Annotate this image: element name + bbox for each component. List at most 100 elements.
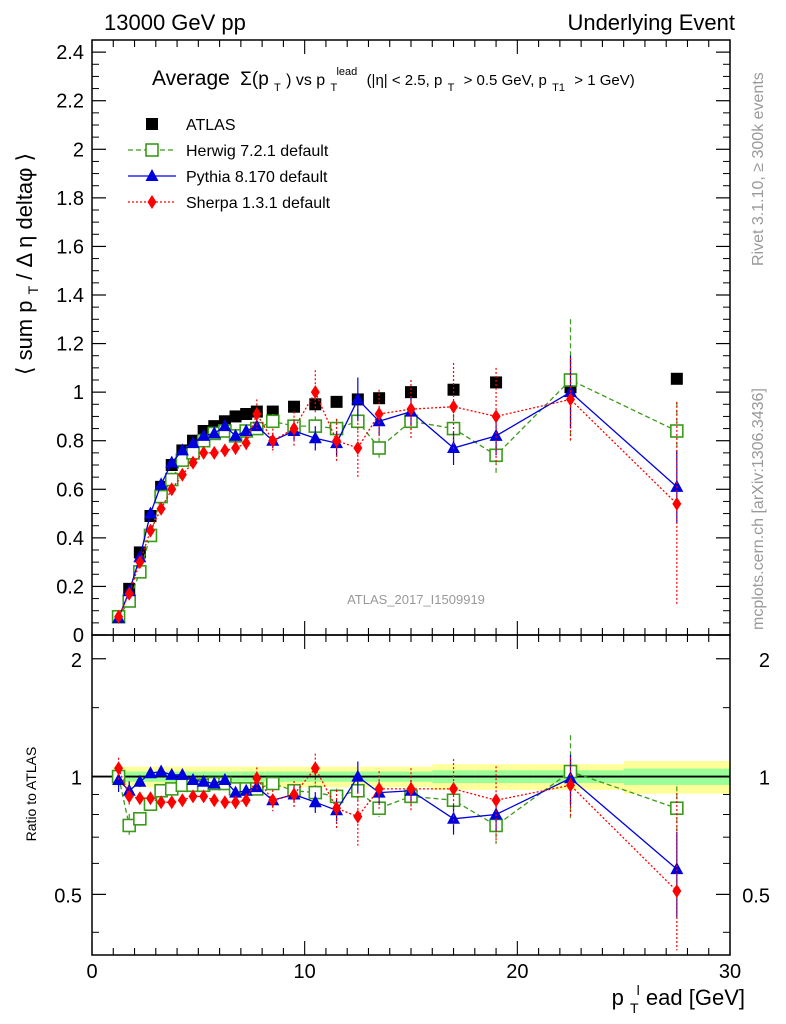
title-cuts-c: > 1 GeV) [574,72,634,89]
data-point [374,407,384,421]
y-label-sub: T [25,285,41,294]
ratio-point [265,776,280,791]
y-tick-label: 1.2 [56,334,84,356]
ratio-point [114,761,124,776]
ratio-series-3 [114,753,682,951]
data-point [143,506,157,519]
ratio-point [231,795,241,810]
ratio-point [351,769,365,782]
ratio-tick-label-right: 0.5 [742,885,770,907]
y-tick-label: 0.4 [56,528,84,550]
side-rivet-label: Rivet 3.1.10, ≥ 300k events [750,72,767,266]
data-point [351,392,365,405]
title-cuts-b: > 0.5 GeV, p [464,72,547,89]
ratio-point [268,793,278,808]
data-point [240,408,253,420]
ratio-point [449,781,459,796]
ratio-point [289,787,299,802]
data-point [229,428,243,441]
x-label-rest: ead [GeV] [646,985,745,1010]
y-tick-label: 1 [73,382,84,404]
data-point [491,409,501,424]
ratio-point [167,795,177,810]
legend: ATLAS Herwig 7.2.1 default Pythia 8.170 de… [128,117,331,212]
data-point [231,441,241,455]
data-point [289,421,299,436]
x-tick-label: 10 [294,961,316,983]
data-point [406,402,416,417]
data-point [372,441,386,455]
ratio-point [374,781,384,796]
data-point [114,609,124,624]
data-point [332,433,342,448]
ratio-point [197,774,211,787]
ratio-point [124,789,134,804]
title-sup-lead: lead [336,66,357,78]
legend-marker [146,118,158,130]
ratio-point [308,795,322,808]
title-sub-t1: T1 [552,82,565,94]
ratio-point [209,793,219,808]
ratio-point [670,862,684,875]
data-point [165,455,179,468]
main-y-label: ⟨ sum p T / Δ η deltaφ ⟩ [12,153,43,375]
x-label-sub: T [630,1000,639,1016]
data-point [489,428,503,441]
series-0 [112,372,683,623]
ratio-point [133,811,147,826]
main-plot: 0 0.2 0.4 0.6 0.8 1 1.2 1.4 1.6 1.8 2 2.2 2.4 [56,39,731,647]
analysis-id: ATLAS_2017_I1509919 [347,592,485,607]
data-point [330,395,343,408]
y-tick-label: 1.8 [56,188,84,210]
data-point [218,419,232,432]
ratio-point [250,780,264,793]
legend-label: Sherpa 1.3.1 default [186,195,331,212]
ratio-point [241,793,251,808]
ratio-point [670,801,684,816]
series-2 [112,355,684,623]
legend-marker [147,195,157,209]
x-label-sup: l [637,982,640,998]
data-point [177,467,187,482]
title-sub1: T [274,82,281,94]
ratio-axis-ticks: 0.5 0.51 12 20 10 20 30 [54,635,770,983]
main-axis-ticks: 0 0.2 0.4 0.6 0.8 1 1.2 1.4 1.6 1.8 2 2.2 2.4 [56,39,731,647]
data-point [353,441,363,455]
ratio-point [156,795,166,810]
ratio-series-layer [111,735,684,951]
data-point [566,392,575,407]
legend-label: Pythia 8.170 default [186,169,328,186]
ratio-tick-label: 0.5 [54,885,82,907]
title-after-sigma: ) vs p [286,72,325,89]
data-point [672,496,682,511]
ratio-plot: 0.5 0.51 12 20 10 20 30 [54,634,770,983]
title-cuts-a: (|η| < 2.5, p [367,72,443,89]
series-1 [111,319,684,624]
data-point [156,501,166,516]
data-point [124,586,134,601]
ratio-point [165,767,179,780]
y-tick-label: 0 [73,625,84,647]
data-point [288,400,301,413]
y-tick-label: 2.2 [56,91,84,113]
legend-label: Herwig 7.2.1 default [186,143,329,160]
data-point [188,455,198,470]
y-tick-label: 1.6 [56,236,84,258]
ratio-point [145,791,155,806]
ratio-point [672,884,682,899]
ratio-point [175,767,189,780]
data-point [220,443,230,458]
data-point [310,385,320,400]
ratio-point [566,778,575,793]
ratio-point [229,785,243,798]
header-right: Underlying Event [567,10,735,35]
ratio-point [135,791,145,806]
data-point [670,372,683,385]
data-point [241,436,251,451]
data-point [186,436,200,449]
ratio-point [447,811,461,824]
ratio-point [177,793,187,808]
data-point [449,399,459,414]
ratio-point [252,771,262,786]
y-tick-label: 0.2 [56,576,84,598]
